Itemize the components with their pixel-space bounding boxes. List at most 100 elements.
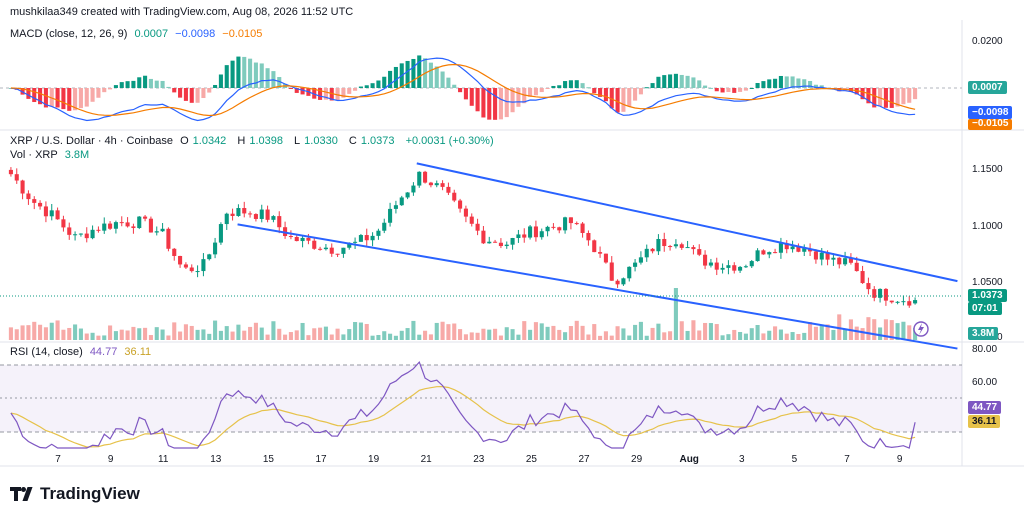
volume-bar: [778, 329, 783, 340]
tradingview-logo[interactable]: TradingView: [10, 484, 140, 504]
price-axis-tick: 1.0500: [972, 277, 1003, 288]
rsi-ma-line: [10, 385, 916, 448]
time-axis-tick: 21: [421, 454, 433, 465]
candle-body: [778, 243, 783, 253]
candle-body: [411, 185, 416, 193]
candle-body: [329, 247, 334, 254]
candle-body: [720, 267, 725, 270]
volume-bar: [137, 328, 142, 340]
price-tag: 1.0373: [968, 289, 1007, 302]
macd-hist-bar: [580, 83, 585, 88]
macd-hist-bar: [633, 88, 638, 101]
candle-body: [61, 219, 66, 228]
volume-bar: [563, 332, 568, 340]
price-axis-tick: 1.1000: [972, 221, 1003, 232]
candle-body: [551, 226, 556, 228]
macd-hist-bar: [755, 83, 760, 88]
macd-hist-bar: [108, 88, 113, 90]
macd-hist-bar: [207, 88, 212, 93]
volume-bar: [370, 335, 375, 340]
volume-bar: [125, 330, 130, 340]
candle-body: [306, 237, 311, 241]
low-label: L: [294, 135, 301, 147]
candle-body: [154, 231, 159, 233]
rsi-label: RSI (14, close): [10, 346, 83, 358]
candle-body: [108, 223, 113, 229]
rsi-axis-tick: 80.00: [972, 344, 997, 355]
volume-bar: [703, 322, 708, 340]
candle-body: [761, 250, 766, 255]
candle-body: [84, 233, 89, 239]
macd-line-value: −0.0098: [175, 28, 216, 40]
candle-body: [568, 217, 573, 224]
candle-body: [55, 210, 60, 220]
channel-lower-line[interactable]: [237, 223, 958, 350]
channel-upper-line[interactable]: [416, 162, 958, 283]
volume-bar: [487, 329, 492, 340]
volume-bar: [808, 322, 813, 340]
macd-hist-bar: [248, 58, 253, 88]
macd-hist-bar: [242, 56, 247, 88]
volume-bar: [802, 332, 807, 340]
volume-bar: [341, 334, 346, 340]
macd-hist-bar: [609, 88, 614, 109]
time-axis-tick: 9: [108, 454, 114, 465]
volume-bar: [160, 329, 165, 340]
volume-bar: [376, 334, 381, 340]
volume-bar: [172, 322, 177, 340]
volume-bar: [417, 334, 422, 340]
candle-body: [609, 262, 614, 281]
volume-bar: [32, 321, 37, 340]
candle-body: [119, 222, 124, 224]
macd-hist-bar: [656, 76, 661, 88]
macd-hist-bar: [358, 86, 363, 88]
macd-hist-bar: [166, 86, 171, 88]
macd-hist-bar: [504, 88, 509, 118]
candle-body: [586, 232, 591, 241]
volume-bar: [644, 335, 649, 340]
candle-body: [837, 257, 842, 265]
macd-hist-bar: [67, 88, 72, 111]
candle-body: [370, 235, 375, 241]
candle-body: [417, 171, 422, 186]
candle-body: [872, 289, 877, 298]
candle-body: [195, 271, 200, 273]
volume-bar: [755, 325, 760, 340]
volume-bar: [773, 326, 778, 340]
candle-body: [516, 234, 521, 239]
volume-bar: [242, 330, 247, 340]
macd-hist-bar: [545, 88, 550, 89]
volume-bar: [96, 335, 101, 340]
volume-legend: Vol · XRP 3.8M: [10, 149, 93, 161]
rsi-value-tag: 44.77: [968, 401, 1002, 414]
candle-body: [522, 234, 527, 238]
volume-bar: [329, 334, 334, 340]
volume-bar: [551, 325, 556, 340]
time-axis-tick: 25: [526, 454, 538, 465]
macd-hist-bar: [90, 88, 95, 102]
volume-bar: [358, 322, 363, 340]
macd-hist-bar: [341, 88, 346, 98]
volume-bar: [481, 328, 486, 340]
macd-hist-bar: [300, 88, 305, 95]
macd-hist-bar: [452, 84, 457, 88]
candle-body: [603, 253, 608, 263]
volume-bar: [452, 323, 457, 340]
candle-body: [178, 255, 183, 265]
candle-body: [796, 246, 801, 252]
volume-bar: [148, 335, 153, 340]
time-axis-tick: 7: [844, 454, 850, 465]
price-change: +0.0031 (+0.30%): [405, 135, 494, 147]
open-value: 1.0342: [192, 135, 227, 147]
volume-bar: [761, 333, 766, 340]
macd-hist-bar: [796, 78, 801, 88]
macd-hist-bar: [172, 88, 177, 93]
volume-bar: [78, 328, 83, 340]
flash-icon[interactable]: [913, 321, 929, 337]
macd-hist-bar: [493, 88, 498, 120]
candle-body: [650, 248, 655, 252]
volume-value: 3.8M: [64, 149, 90, 161]
macd-hist-bar: [137, 77, 142, 88]
macd-hist-bar: [813, 84, 818, 88]
